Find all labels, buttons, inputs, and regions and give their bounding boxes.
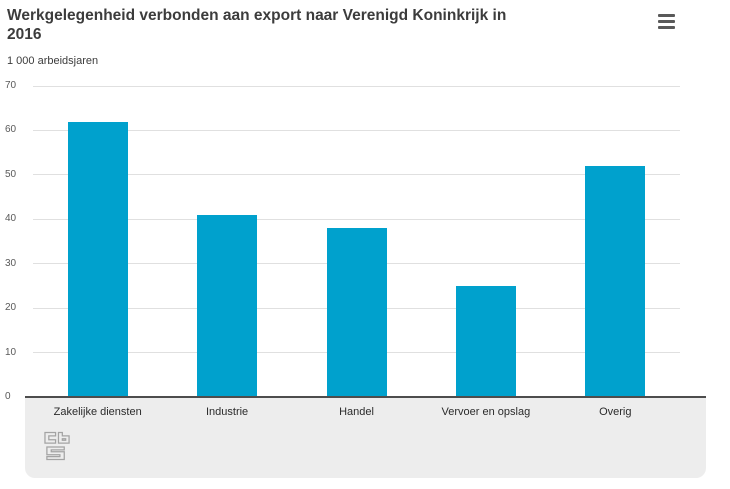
bar-zakelijke-diensten[interactable] [67, 121, 128, 397]
y-tick-label-70: 70 [5, 80, 17, 91]
y-tick-label-0: 0 [5, 391, 11, 402]
y-tick-label-60: 60 [5, 124, 17, 136]
y-tick-label-10: 10 [5, 346, 17, 358]
y-tick-label-40: 40 [5, 213, 17, 225]
x-label-overig: Overig [599, 406, 632, 418]
x-label-vervoer-en-opslag: Vervoer en opslag [441, 406, 531, 418]
y-tick-label-50: 50 [5, 168, 17, 180]
y-tick-label-20: 20 [5, 302, 17, 314]
cbs-logo [44, 431, 70, 461]
bar-overig[interactable] [585, 165, 646, 397]
x-label-industrie: Industrie [205, 406, 249, 418]
chart-title-line-2: 2016 [7, 26, 42, 43]
bar-handel[interactable] [326, 228, 387, 397]
x-label-zakelijke-diensten: Zakelijke diensten [53, 406, 142, 418]
chart-title: Werkgelegenheid verbonden aan export naa… [7, 6, 506, 44]
hamburger-menu-icon [658, 14, 675, 29]
category-label-band [25, 398, 706, 478]
x-label-handel: Handel [339, 406, 374, 418]
gridline-50 [33, 174, 680, 176]
bar-vervoer-en-opslag[interactable] [455, 285, 516, 397]
bar-industrie[interactable] [197, 214, 258, 397]
x-axis-line [25, 396, 706, 398]
chart-title-line-1: Werkgelegenheid verbonden aan export naa… [7, 7, 507, 24]
y-tick-label-30: 30 [5, 257, 17, 269]
gridline-40 [33, 218, 680, 220]
gridline-60 [33, 129, 680, 131]
gridline-70 [33, 85, 680, 87]
chart-unit-label: 1 000 arbeidsjaren [7, 55, 99, 67]
chart-menu-button[interactable] [655, 11, 678, 32]
